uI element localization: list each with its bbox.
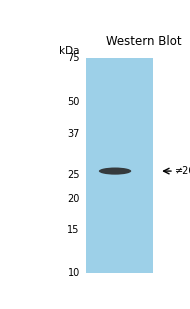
Bar bbox=[86, 58, 153, 273]
Text: 25: 25 bbox=[67, 170, 80, 180]
Text: Western Blot: Western Blot bbox=[106, 35, 181, 48]
Text: 15: 15 bbox=[67, 225, 80, 235]
Text: 75: 75 bbox=[67, 53, 80, 63]
Text: ≠26kDa: ≠26kDa bbox=[175, 166, 190, 176]
Ellipse shape bbox=[99, 167, 131, 175]
Text: 37: 37 bbox=[67, 129, 80, 138]
Text: kDa: kDa bbox=[59, 46, 80, 56]
Text: 50: 50 bbox=[67, 97, 80, 107]
Text: 10: 10 bbox=[67, 268, 80, 277]
Text: 20: 20 bbox=[67, 194, 80, 204]
